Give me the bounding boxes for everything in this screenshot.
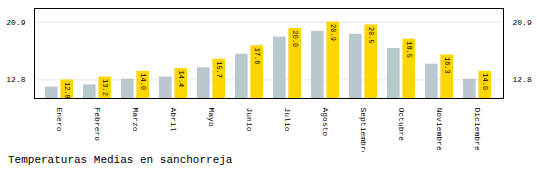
svg-text:20.9: 20.9	[513, 18, 532, 27]
svg-text:14.0: 14.0	[481, 73, 489, 90]
svg-text:16.3: 16.3	[443, 57, 451, 74]
svg-text:20.9: 20.9	[329, 24, 337, 41]
svg-text:12.8: 12.8	[63, 82, 71, 99]
svg-text:Mayo: Mayo	[207, 108, 216, 127]
svg-text:14.0: 14.0	[139, 73, 147, 90]
svg-text:13.2: 13.2	[101, 79, 109, 96]
svg-text:18.5: 18.5	[405, 41, 413, 58]
svg-text:17.6: 17.6	[253, 48, 261, 65]
svg-text:20.9: 20.9	[6, 18, 25, 27]
html-text:Temperaturas Medias en sanchor: Temperaturas Medias en sanchorreja	[8, 154, 233, 166]
svg-text:Enero: Enero	[55, 108, 64, 132]
svg-text:Julio: Julio	[283, 108, 292, 132]
svg-text:Agosto: Agosto	[321, 108, 330, 137]
svg-text:Abril: Abril	[169, 108, 178, 132]
svg-text:Octubre: Octubre	[397, 108, 406, 142]
svg-text:Junio: Junio	[245, 108, 254, 132]
svg-text:Noviembre: Noviembre	[435, 108, 444, 151]
svg-text:Diciembre: Diciembre	[473, 108, 482, 151]
svg-text:15.7: 15.7	[215, 61, 223, 78]
svg-text:14.4: 14.4	[177, 71, 185, 88]
svg-text:Septiembre: Septiembre	[359, 108, 368, 153]
svg-text:20.5: 20.5	[367, 27, 375, 44]
svg-text:20.0: 20.0	[291, 31, 299, 48]
svg-text:Febrero: Febrero	[93, 108, 102, 142]
svg-text:Marzo: Marzo	[131, 108, 140, 132]
svg-text:12.8: 12.8	[6, 75, 25, 84]
svg-text:12.8: 12.8	[513, 75, 532, 84]
